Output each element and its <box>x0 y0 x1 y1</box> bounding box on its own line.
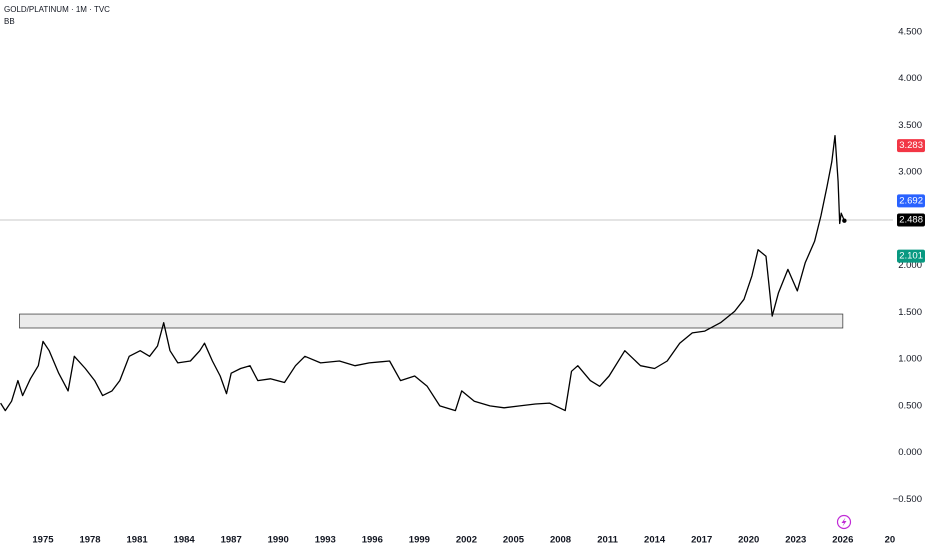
x-tick-label: 2023 <box>785 535 806 546</box>
x-tick-label: 1996 <box>362 535 383 546</box>
y-tick-label: 3.500 <box>898 120 922 131</box>
x-tick-label: 1978 <box>79 535 100 546</box>
price-line <box>0 134 845 412</box>
y-tick-label: 0.500 <box>898 400 922 411</box>
chart-title: GOLD/PLATINUM · 1M · TVC <box>4 5 110 14</box>
x-tick-label: 2005 <box>503 535 525 546</box>
price-label: 2.101 <box>899 251 923 262</box>
y-tick-label: 2.000 <box>898 260 922 271</box>
x-tick-label: 2008 <box>550 535 571 546</box>
price-label-box <box>897 194 925 208</box>
x-tick-label: 1987 <box>221 535 242 546</box>
last-point <box>842 218 847 223</box>
zone-rect <box>19 313 844 329</box>
y-tick-label: −0.500 <box>893 494 922 505</box>
y-tick-label: 1.000 <box>898 354 922 365</box>
x-tick-label: 1993 <box>315 535 336 546</box>
x-tick-label: 1999 <box>409 535 430 546</box>
y-tick-label: 1.500 <box>898 307 922 318</box>
x-tick-label: 2026 <box>832 535 853 546</box>
x-tick-label: 1990 <box>268 535 289 546</box>
y-tick-label: 4.500 <box>898 26 922 37</box>
x-tick-label: 1981 <box>127 535 149 546</box>
price-label-box <box>897 139 925 153</box>
x-tick-label: 20 <box>885 535 896 546</box>
price-label: 2.488 <box>899 214 923 225</box>
x-tick-label: 1984 <box>174 535 196 546</box>
lightning-icon[interactable] <box>836 514 852 530</box>
x-tick-label: 1975 <box>32 535 54 546</box>
price-label: 2.692 <box>899 195 923 206</box>
x-tick-label: 2017 <box>691 535 712 546</box>
price-label-box <box>897 213 925 227</box>
x-tick-label: 2002 <box>456 535 477 546</box>
y-tick-label: 0.000 <box>898 447 922 458</box>
x-tick-label: 2020 <box>738 535 759 546</box>
y-tick-label: 3.000 <box>898 167 922 178</box>
price-label-box <box>897 249 925 263</box>
indicator-label: BB <box>4 17 15 26</box>
y-tick-label: 4.000 <box>898 73 922 84</box>
x-tick-label: 2011 <box>597 535 618 546</box>
price-label: 3.283 <box>899 140 923 151</box>
x-tick-label: 2014 <box>644 535 666 546</box>
